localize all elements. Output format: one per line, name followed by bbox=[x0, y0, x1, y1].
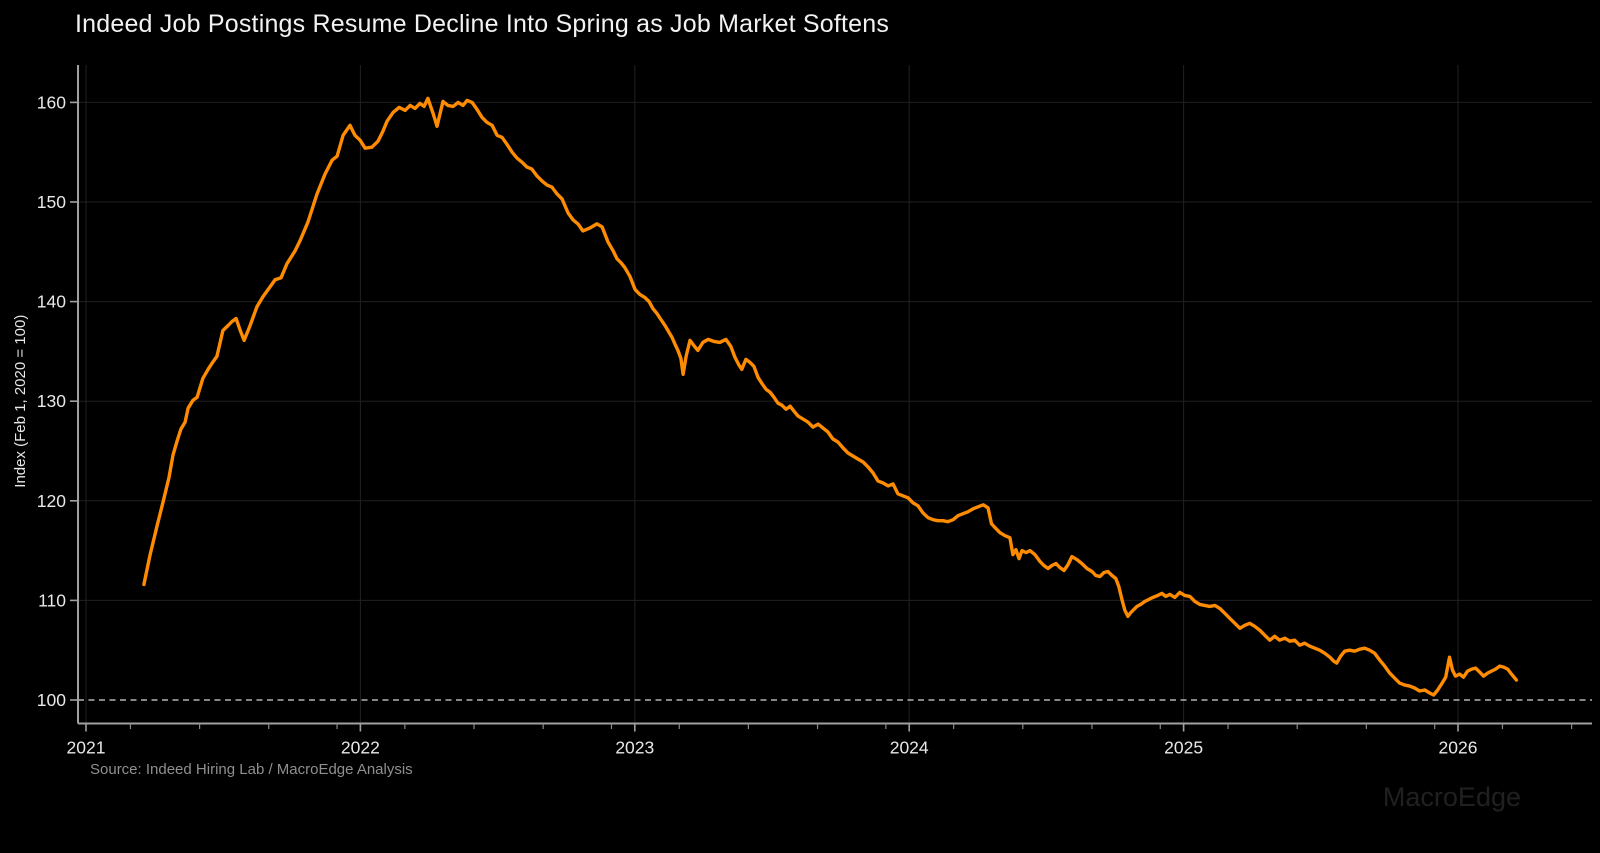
x-tick-label: 2022 bbox=[341, 738, 380, 758]
watermark-logo: MacroEdge bbox=[1382, 782, 1521, 812]
y-axis-title: Index (Feb 1, 2020 = 100) bbox=[12, 315, 29, 488]
x-tick-label: 2021 bbox=[67, 738, 106, 758]
source-note: Source: Indeed Hiring Lab / MacroEdge An… bbox=[90, 761, 413, 778]
x-tick-label: 2025 bbox=[1164, 738, 1203, 758]
y-tick-label: 130 bbox=[37, 391, 66, 411]
y-tick-label: 100 bbox=[37, 690, 66, 710]
x-tick-label: 2023 bbox=[615, 738, 654, 758]
chart-title: Indeed Job Postings Resume Decline Into … bbox=[75, 10, 890, 38]
x-tick-label: 2024 bbox=[890, 738, 929, 758]
y-tick-label: 140 bbox=[37, 292, 66, 312]
series-line bbox=[142, 96, 1519, 697]
y-tick-label: 160 bbox=[37, 92, 66, 112]
y-tick-label: 150 bbox=[37, 192, 66, 212]
y-tick-label: 120 bbox=[37, 491, 66, 511]
y-tick-label: 110 bbox=[38, 590, 66, 610]
x-tick-label: 2026 bbox=[1439, 738, 1478, 758]
